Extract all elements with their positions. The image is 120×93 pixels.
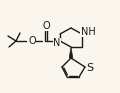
Text: S: S bbox=[86, 63, 94, 73]
Text: N: N bbox=[53, 38, 61, 48]
Text: NH: NH bbox=[81, 27, 95, 37]
Text: O: O bbox=[28, 36, 36, 46]
Polygon shape bbox=[69, 47, 73, 58]
Text: O: O bbox=[42, 21, 50, 31]
